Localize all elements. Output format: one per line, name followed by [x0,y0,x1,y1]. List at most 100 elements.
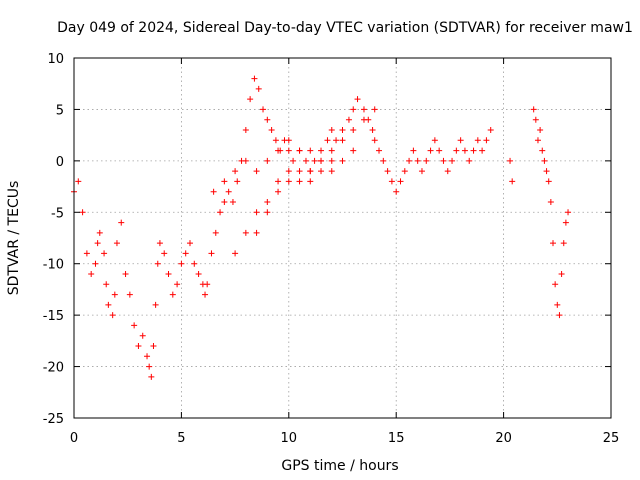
data-point [302,157,309,164]
data-point [453,147,460,154]
x-tick-label: 15 [388,431,405,446]
data-point [532,116,539,123]
data-point [550,240,557,247]
data-point [285,137,292,144]
data-point [109,312,116,319]
data-point [268,127,275,133]
data-point [75,178,82,185]
data-point [122,271,129,277]
data-point [376,147,383,154]
data-point [242,157,249,164]
data-point [466,157,473,164]
data-point [251,75,258,82]
data-point [202,291,209,298]
data-point [537,127,544,133]
data-point [195,271,202,277]
data-point [296,178,303,185]
grid [74,58,611,418]
data-point [474,137,481,144]
data-point [253,229,260,236]
data-point [418,168,425,175]
data-point [565,209,572,216]
data-point [150,343,157,349]
data-points [71,75,572,380]
axis-ticks [73,57,612,419]
data-point [360,116,367,123]
data-point [410,147,417,154]
data-point [440,157,447,164]
data-point [264,199,271,205]
data-point [318,147,325,154]
data-point [414,157,421,164]
y-tick-label: -25 [43,412,64,427]
data-point [92,260,99,267]
data-point [285,168,292,175]
data-point [427,147,434,154]
data-point [174,281,181,288]
data-point [191,260,198,267]
data-point [307,147,314,154]
x-tick-label: 20 [495,431,512,446]
data-point [275,178,282,185]
data-point [457,137,464,144]
y-tick-label: -5 [51,206,64,221]
data-point [204,281,211,288]
data-point [229,199,236,205]
data-point [461,147,468,154]
y-axis-label: SDTVAR / TECUs [6,181,22,296]
plot-frame [73,57,612,419]
y-tick-label: 0 [56,155,64,170]
data-point [354,96,361,103]
data-point [182,250,189,257]
data-point [152,301,159,308]
data-point [156,240,163,247]
data-point [324,137,331,144]
data-point [380,157,387,164]
data-point [101,250,108,257]
data-point [148,373,155,380]
data-point [253,209,260,216]
data-point [296,168,303,175]
data-point [397,178,404,185]
data-point [371,137,378,144]
data-point [225,188,232,195]
data-point [345,116,352,123]
data-point [560,240,567,247]
data-point [307,168,314,175]
data-point [507,157,514,164]
data-point [339,137,346,144]
data-point [552,281,559,288]
data-point [539,147,546,154]
data-point [212,229,219,236]
data-point [221,199,228,205]
x-tick-label: 25 [603,431,620,446]
y-tick-label: 5 [56,103,64,118]
data-point [558,271,565,277]
y-tick-label: -20 [43,361,64,376]
data-point [131,322,138,329]
data-point [264,157,271,164]
data-point [113,240,120,247]
data-point [126,291,133,298]
data-point [328,147,335,154]
data-point [556,312,563,319]
data-point [118,219,125,226]
data-point [328,157,335,164]
data-point [234,178,241,185]
data-point [307,178,314,185]
data-point [208,250,215,257]
data-point [144,353,151,360]
data-point [530,106,537,113]
data-point [83,250,90,257]
data-point [436,147,443,154]
data-point [96,229,103,236]
data-point [105,301,112,308]
data-point [369,127,376,133]
data-point [328,127,335,133]
data-point [178,260,185,267]
data-point [260,106,267,113]
tick-labels: 0 5 10 15 20 25 -25 -20 -15 -10 -5 0 5 10 [43,52,620,446]
data-point [285,147,292,154]
data-point [431,137,438,144]
y-tick-label: -15 [43,309,64,324]
